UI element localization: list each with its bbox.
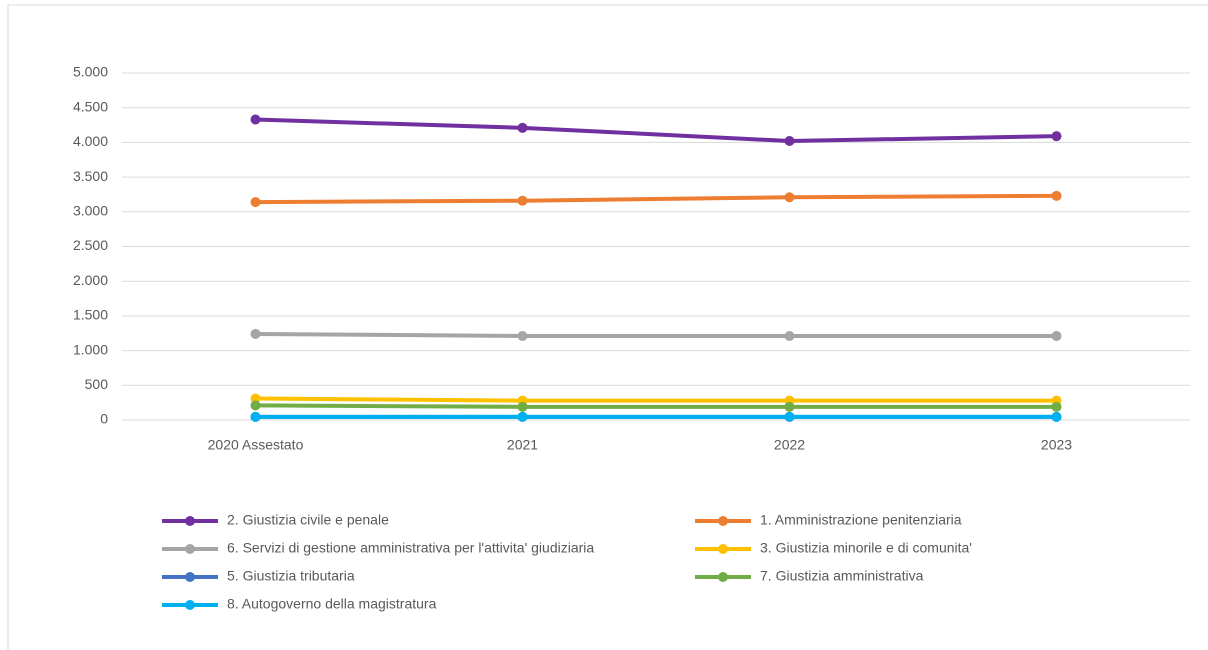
y-tick-label: 2.000 bbox=[73, 272, 108, 288]
x-tick-label: 2021 bbox=[507, 437, 538, 453]
legend-label: 2. Giustizia civile e penale bbox=[227, 512, 389, 528]
point-marker bbox=[784, 401, 795, 412]
series-line bbox=[255, 117, 1057, 144]
series-line bbox=[255, 331, 1057, 339]
legend-label: 7. Giustizia amministrativa bbox=[760, 568, 924, 584]
legend-marker bbox=[185, 572, 195, 582]
point-marker bbox=[250, 393, 261, 404]
point-marker bbox=[517, 401, 528, 412]
legend-marker bbox=[185, 600, 195, 610]
series-line bbox=[255, 193, 1057, 205]
point-marker bbox=[250, 328, 261, 339]
point-marker bbox=[250, 400, 261, 411]
x-tick-label: 2023 bbox=[1041, 437, 1072, 453]
legend-marker bbox=[718, 544, 728, 554]
point-marker bbox=[517, 411, 528, 422]
point-marker bbox=[1051, 331, 1062, 342]
y-tick-label: 0 bbox=[100, 411, 108, 427]
legend-marker bbox=[718, 516, 728, 526]
point-marker bbox=[250, 197, 261, 208]
y-tick-label: 2.500 bbox=[73, 237, 108, 253]
legend-marker bbox=[185, 516, 195, 526]
y-tick-label: 5.000 bbox=[73, 64, 108, 80]
y-tick-label: 1.000 bbox=[73, 341, 108, 357]
chart-frame bbox=[7, 4, 1208, 650]
y-tick-label: 3.000 bbox=[73, 203, 108, 219]
legend-marker bbox=[185, 544, 195, 554]
x-tick-label: 2020 Assestato bbox=[208, 437, 304, 453]
point-marker bbox=[784, 192, 795, 203]
point-marker bbox=[1051, 411, 1062, 422]
point-marker bbox=[517, 331, 528, 342]
point-marker bbox=[517, 195, 528, 206]
legend-label: 8. Autogoverno della magistratura bbox=[227, 596, 437, 612]
point-marker bbox=[784, 331, 795, 342]
point-marker bbox=[250, 114, 261, 125]
legend-label: 6. Servizi di gestione amministrativa pe… bbox=[227, 540, 594, 556]
series-line bbox=[255, 403, 1057, 409]
series-line bbox=[255, 396, 1057, 403]
legend-label: 1. Amministrazione penitenziaria bbox=[760, 512, 962, 528]
x-tick-label: 2022 bbox=[774, 437, 805, 453]
legend-label: 5. Giustizia tributaria bbox=[227, 568, 355, 584]
y-tick-label: 4.000 bbox=[73, 133, 108, 149]
legend-marker bbox=[718, 572, 728, 582]
point-marker bbox=[250, 411, 261, 422]
point-marker bbox=[1051, 190, 1062, 201]
y-tick-label: 500 bbox=[85, 376, 109, 392]
point-marker bbox=[1051, 401, 1062, 412]
legend-label: 3. Giustizia minorile e di comunita' bbox=[760, 540, 972, 556]
point-marker bbox=[1051, 131, 1062, 142]
y-tick-label: 3.500 bbox=[73, 168, 108, 184]
y-tick-label: 1.500 bbox=[73, 307, 108, 323]
y-tick-label: 4.500 bbox=[73, 98, 108, 114]
point-marker bbox=[784, 136, 795, 147]
point-marker bbox=[784, 411, 795, 422]
point-marker bbox=[517, 122, 528, 133]
